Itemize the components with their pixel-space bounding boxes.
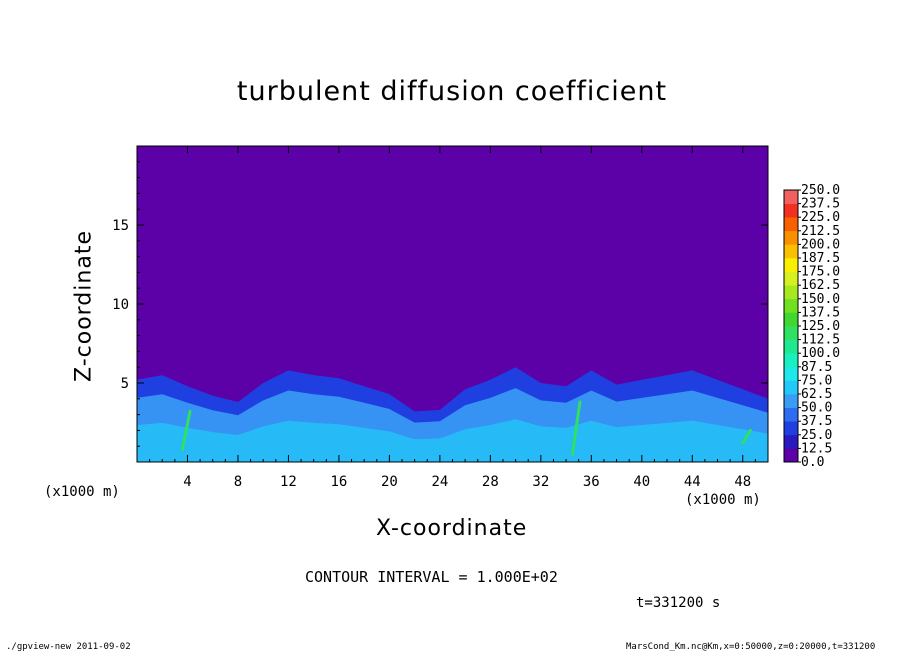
- x-axis-label: X-coordinate: [376, 516, 528, 541]
- colorbar-label: 125.0: [801, 319, 840, 334]
- colorbar-label: 175.0: [801, 265, 840, 280]
- colorbar-label: 237.5: [801, 197, 840, 212]
- colorbar-band: [784, 448, 798, 463]
- y-tick-label: 10: [112, 297, 129, 313]
- colorbar-label: 100.0: [801, 346, 840, 361]
- x-unit-label-left: (x1000 m): [44, 484, 120, 500]
- x-tick-label: 16: [330, 474, 347, 490]
- colorbar-band: [784, 339, 798, 354]
- y-tick-label: 15: [112, 218, 129, 234]
- x-tick-label: 12: [280, 474, 297, 490]
- x-tick-label: 36: [583, 474, 600, 490]
- footer-program-label: ./gpview-new 2011-09-02: [6, 642, 131, 652]
- colorbar-band: [784, 407, 798, 422]
- y-tick-label: 5: [121, 376, 129, 392]
- colorbar-label: 62.5: [801, 387, 832, 402]
- x-tick-label: 24: [431, 474, 448, 490]
- colorbar-label: 25.0: [801, 428, 832, 443]
- x-tick-label: 44: [684, 474, 701, 490]
- colorbar-band: [784, 203, 798, 218]
- colorbar-band: [784, 380, 798, 395]
- colorbar-label: 200.0: [801, 237, 840, 252]
- colorbar-label: 75.0: [801, 373, 832, 388]
- colorbar-band: [784, 326, 798, 340]
- colorbar-label: 150.0: [801, 292, 840, 307]
- colorbar-label: 187.5: [801, 251, 840, 266]
- time-label: t=331200 s: [636, 595, 721, 611]
- colorbar-label: 225.0: [801, 210, 840, 225]
- colorbar-label: 37.5: [801, 414, 832, 429]
- x-axis-ticks: 4 8 12 16 20 24 28 32 36 40 44 48: [149, 146, 769, 490]
- colorbar-label: 87.5: [801, 360, 832, 375]
- colorbar-band: [784, 366, 798, 381]
- colorbar-label: 12.5: [801, 441, 832, 456]
- colorbar-label: 212.5: [801, 224, 840, 239]
- filament: [180, 409, 192, 451]
- contour-interval-label: CONTOUR INTERVAL = 1.000E+02: [305, 568, 558, 586]
- colorbar-band: [784, 190, 798, 204]
- y-axis-ticks: 5 10 15: [112, 161, 768, 447]
- filament: [741, 428, 752, 445]
- chart-title: turbulent diffusion coefficient: [236, 76, 668, 107]
- turbulence-field: [137, 367, 768, 462]
- colorbar-band: [784, 394, 798, 408]
- colorbar-band: [784, 285, 798, 300]
- colorbar-label: 50.0: [801, 401, 832, 416]
- colorbar-band: [784, 312, 798, 327]
- x-tick-label: 40: [633, 474, 650, 490]
- colorbar-label: 112.5: [801, 333, 840, 348]
- colorbar: 0.012.525.037.550.062.575.087.5100.0112.…: [783, 183, 840, 470]
- x-tick-label: 8: [234, 474, 242, 490]
- x-unit-label-right: (x1000 m): [685, 492, 761, 508]
- filament: [570, 400, 582, 456]
- colorbar-band: [784, 271, 798, 286]
- colorbar-band: [784, 353, 798, 368]
- x-tick-label: 4: [183, 474, 191, 490]
- colorbar-band: [784, 258, 798, 272]
- x-tick-label: 28: [482, 474, 499, 490]
- colorbar-band: [784, 217, 798, 232]
- x-tick-label: 32: [532, 474, 549, 490]
- boundary-layer-core: [137, 419, 768, 462]
- colorbar-label: 137.5: [801, 305, 840, 320]
- x-tick-label: 48: [734, 474, 751, 490]
- x-tick-label: 20: [381, 474, 398, 490]
- colorbar-band: [784, 298, 798, 313]
- colorbar-label: 0.0: [801, 455, 824, 470]
- colorbar-band: [784, 421, 798, 436]
- footer-source-label: MarsCond_Km.nc@Km,x=0:50000,z=0:20000,t=…: [626, 642, 876, 652]
- colorbar-band: [784, 434, 798, 449]
- colorbar-band: [784, 244, 798, 259]
- colorbar-band: [784, 230, 798, 245]
- colorbar-label: 162.5: [801, 278, 840, 293]
- colorbar-label: 250.0: [801, 183, 840, 198]
